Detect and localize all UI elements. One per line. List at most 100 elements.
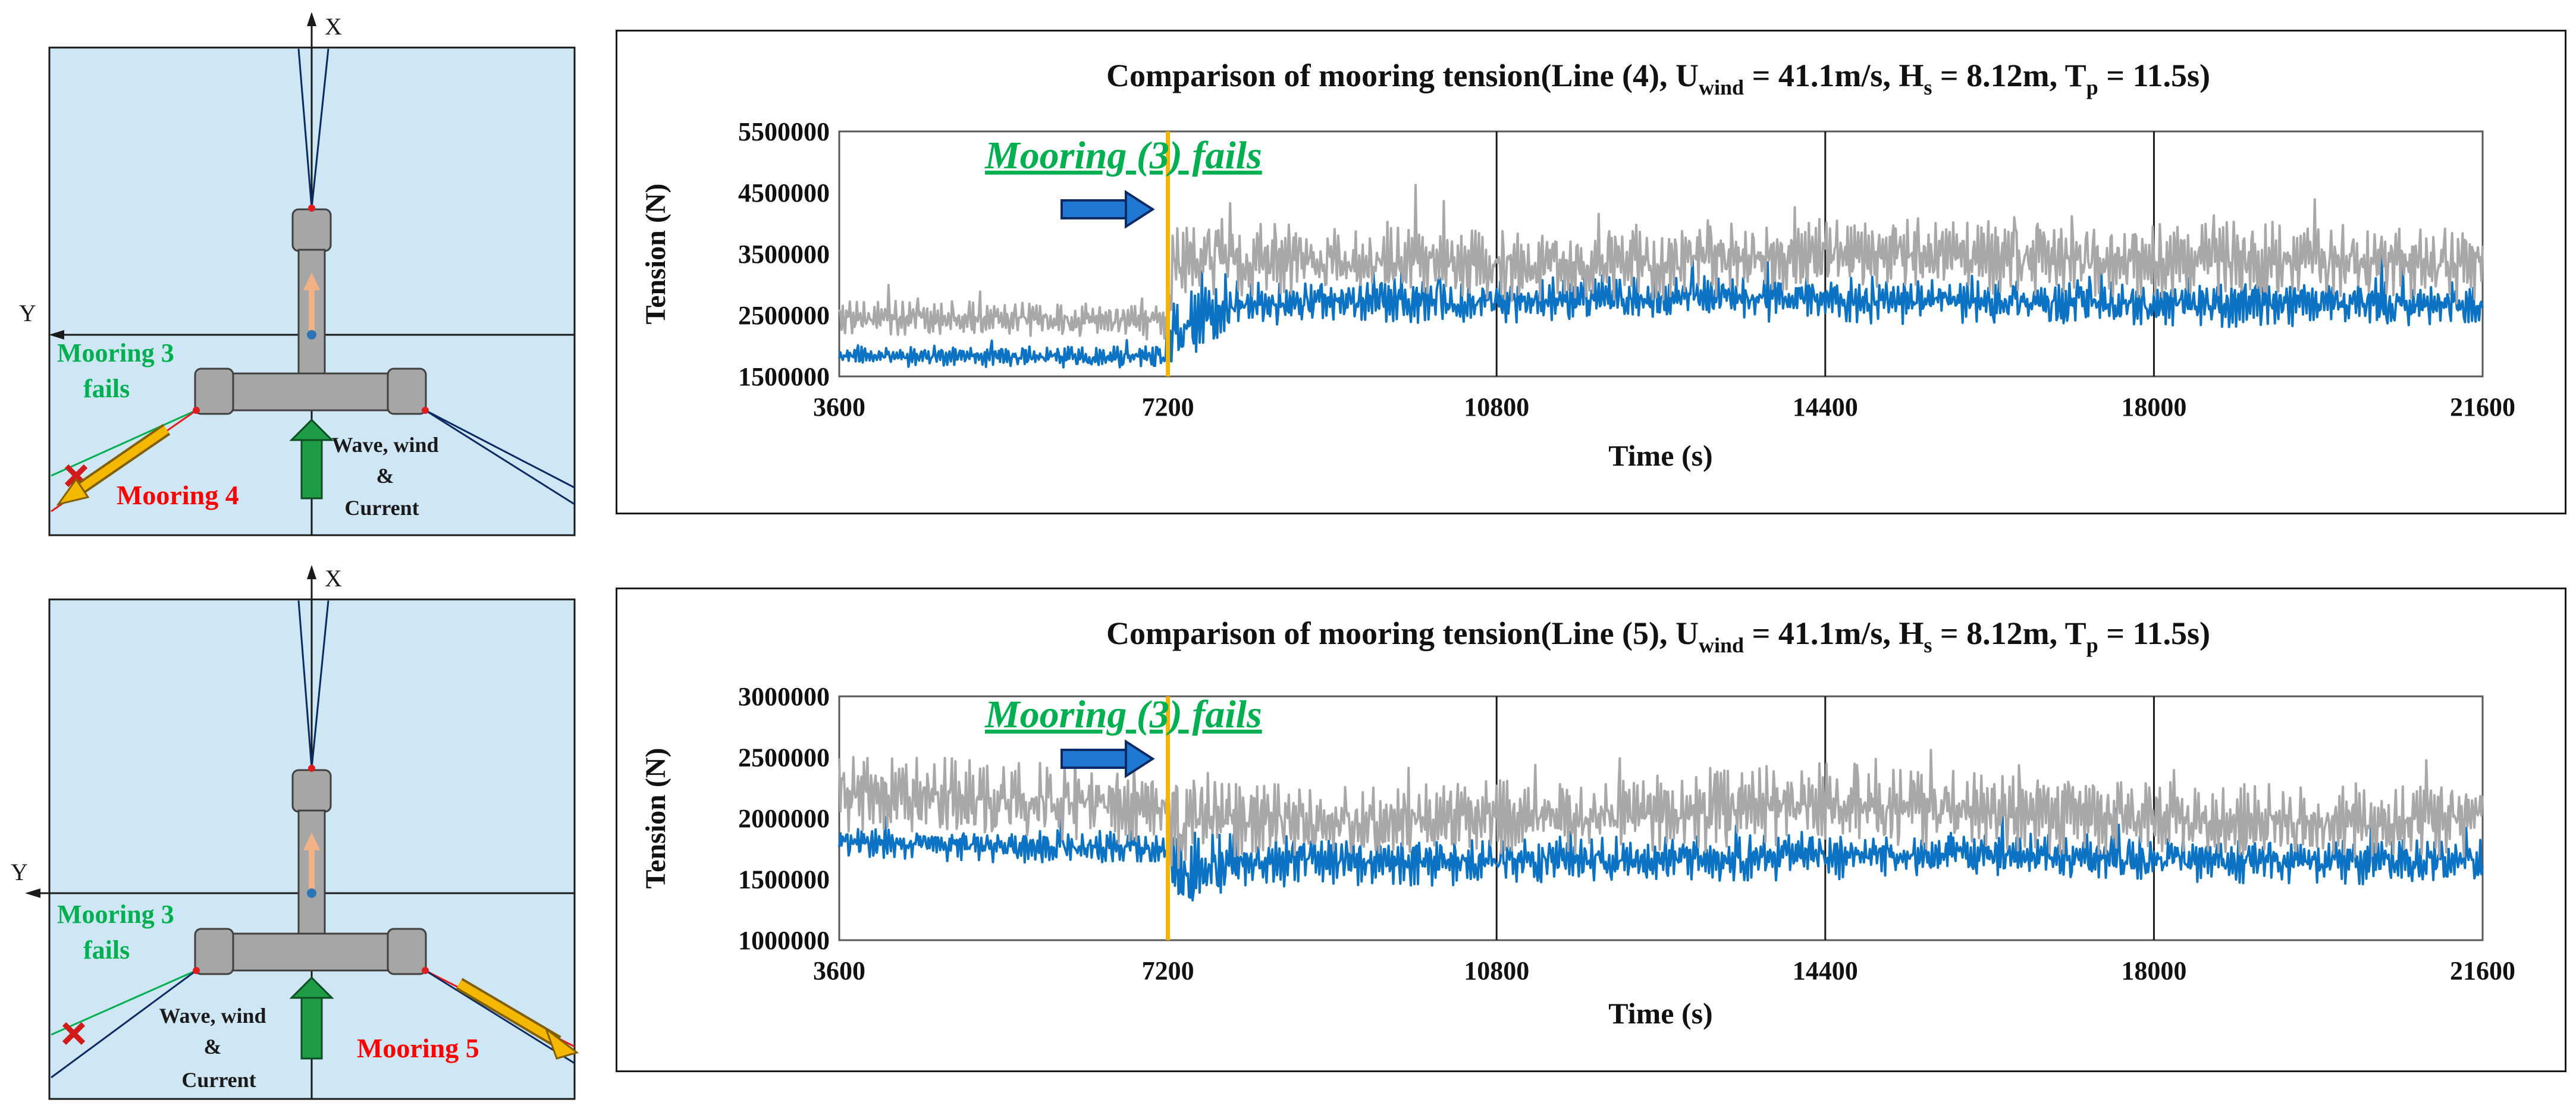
plotted-mooring-label: Mooring 5 (357, 1033, 479, 1063)
x-tick-label: 21600 (2450, 956, 2515, 985)
chart-title: Comparison of mooring tension(Line (4), … (1106, 58, 2210, 99)
fairlead-top (308, 205, 315, 212)
x-tick-label: 10800 (1464, 392, 1529, 422)
y-axis-title: Tension (N) (640, 748, 672, 889)
y-tick-label: 2500000 (738, 743, 830, 772)
platform-column-left (194, 928, 234, 975)
failure-x-icon (62, 1022, 86, 1045)
load-label: Wave, wind & Current (159, 1004, 271, 1092)
mooring-line-3-failed (51, 969, 197, 1036)
x-tick-label: 10800 (1464, 956, 1529, 985)
y-tick-label: 2500000 (738, 301, 830, 330)
heading-arrow-head (303, 833, 320, 850)
mooring-line-4 (51, 969, 197, 1079)
load-label: Wave, wind & Current (331, 433, 444, 520)
load-arrow-icon (289, 976, 334, 999)
y-axis-label: Y (19, 300, 36, 326)
y-tick-label: 5500000 (738, 117, 830, 146)
y-tick-label: 2000000 (738, 804, 830, 833)
series-intact (838, 249, 2484, 369)
y-axis-arrowhead (49, 330, 64, 340)
mooring-line-1a (297, 48, 313, 209)
heading-arrow-head (303, 272, 320, 290)
fairlead-right (422, 967, 429, 974)
chart-title: Comparison of mooring tension(Line (5), … (1106, 615, 2210, 657)
mooring-4-arrow-fill (69, 426, 169, 498)
x-tick-labels: 3600 7200 10800 14400 18000 21600 (813, 956, 2515, 985)
mooring-4-arrowhead (56, 478, 90, 506)
plot-area: 5500000 4500000 3500000 2500000 1500000 3600… (738, 117, 2515, 422)
x-tick-label: 21600 (2450, 392, 2515, 422)
y-axis-title: Tension (N) (640, 184, 672, 325)
x-tick-label: 7200 (1142, 956, 1194, 985)
x-tick-label: 18000 (2121, 956, 2186, 985)
annotation-arrow-icon (1060, 190, 1155, 229)
x-axis-title: Time (s) (1608, 439, 1712, 472)
mooring-line-5 (425, 409, 575, 489)
platform-pontoon-horizontal (222, 372, 401, 412)
mooring-diagram-1: X Y Mooring 3 fails Mooring 4 Wave, wind… (19, 12, 576, 536)
mooring-line-1a (297, 600, 313, 769)
chart-panel-line-5: Comparison of mooring tension(Line (5), … (616, 588, 2566, 1072)
mooring-line-6 (425, 969, 575, 1064)
center-marker (307, 888, 316, 898)
platform-column-top (291, 769, 332, 813)
x-tick-label: 3600 (813, 956, 865, 985)
y-tick-labels: 5500000 4500000 3500000 2500000 1500000 (738, 117, 830, 391)
x-tick-label: 14400 (1793, 392, 1858, 422)
fairlead-top (308, 765, 315, 772)
plotted-mooring-label: Mooring 4 (117, 480, 239, 510)
platform-column-right (387, 368, 427, 415)
load-arrow-shaft (300, 438, 323, 500)
plot-area: 3000000 2500000 2000000 1500000 1000000 3600… (738, 682, 2515, 985)
x-axis-label: X (325, 565, 342, 592)
x-tick-label: 3600 (813, 392, 865, 422)
mooring-line-1b (310, 48, 330, 209)
x-tick-labels: 3600 7200 10800 14400 18000 21600 (813, 392, 2515, 422)
platform-pontoon-horizontal (222, 932, 401, 972)
mooring-5-arrow-fill (457, 979, 560, 1046)
annotation-text: Mooring (3) fails (984, 134, 1262, 177)
x-tick-label: 7200 (1142, 392, 1194, 422)
series-intact (838, 807, 2484, 902)
y-tick-label: 1500000 (738, 362, 830, 391)
y-tick-label: 4500000 (738, 178, 830, 208)
y-axis-arrowhead (25, 888, 40, 898)
tension-chart-line-4: Comparison of mooring tension(Line (4), … (640, 58, 2515, 472)
x-tick-label: 14400 (1793, 956, 1858, 985)
x-axis-title: Time (s) (1608, 997, 1712, 1030)
mooring-diagram-2: X Y Mooring 3 fails Mooring 5 Wave, wind… (11, 565, 579, 1100)
platform-column-left (194, 368, 234, 415)
mooring-line-1b (310, 600, 330, 769)
annotation-text: Mooring (3) fails (984, 693, 1262, 736)
fairlead-left (193, 407, 200, 414)
center-marker (307, 330, 316, 340)
series-failure (838, 748, 2484, 869)
annotation-arrow-icon (1060, 739, 1155, 778)
y-tick-label: 3000000 (738, 682, 830, 711)
x-axis-label: X (325, 13, 342, 40)
tension-chart-line-5: Comparison of mooring tension(Line (5), … (640, 615, 2515, 1030)
series-layer (838, 184, 2484, 369)
y-tick-label: 1000000 (738, 926, 830, 955)
y-axis-label: Y (11, 859, 28, 885)
mooring-line-6 (425, 409, 575, 505)
platform-column-right (387, 928, 427, 975)
x-tick-label: 18000 (2121, 392, 2186, 422)
load-arrow-shaft (300, 995, 323, 1060)
mooring-line-3-failed (51, 409, 197, 477)
chart-panel-line-4: Comparison of mooring tension(Line (4), … (616, 30, 2566, 514)
load-arrow-icon (289, 418, 334, 441)
fairlead-left (193, 967, 200, 974)
mooring-5-arrowhead (544, 1026, 579, 1060)
series-layer (838, 748, 2484, 902)
x-axis-arrowhead (307, 565, 316, 579)
failed-mooring-label: Mooring 3 fails (57, 338, 181, 403)
platform-column-top (291, 208, 332, 252)
x-axis-arrowhead (307, 12, 316, 26)
y-tick-label: 1500000 (738, 865, 830, 894)
series-failure (838, 184, 2484, 341)
fairlead-right (422, 407, 429, 414)
y-tick-labels: 3000000 2500000 2000000 1500000 1000000 (738, 682, 830, 955)
y-tick-label: 3500000 (738, 240, 830, 269)
